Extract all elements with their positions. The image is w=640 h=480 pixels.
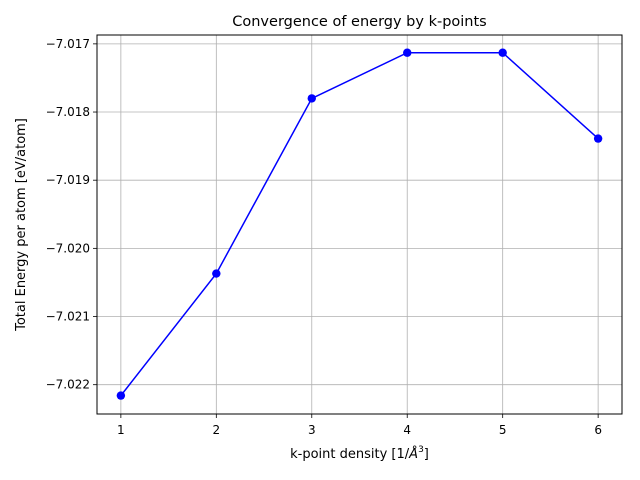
x-tick-label: 4 <box>403 423 411 437</box>
chart-title: Convergence of energy by k-points <box>232 14 487 30</box>
data-point <box>307 94 316 103</box>
x-axis-label-suffix: ] <box>424 447 429 462</box>
x-tick-label: 6 <box>594 423 602 437</box>
series-line <box>120 51 599 397</box>
series-layer <box>116 48 603 400</box>
data-point <box>116 391 126 400</box>
data-point <box>498 48 507 57</box>
y-tick-label: −7.018 <box>46 105 90 119</box>
ticks-layer: 1 2 3 4 5 6 −7.022 −7.021 −7.020 −7.019 −7.018 −7.0… <box>46 37 602 437</box>
grid-layer <box>97 35 622 414</box>
x-tick-label: 1 <box>117 423 125 437</box>
y-tick-label: −7.020 <box>46 241 90 255</box>
y-tick-label: −7.022 <box>46 378 90 392</box>
data-point <box>593 134 603 143</box>
y-axis-label: Total Energy per atom [eV/atom] <box>14 118 29 332</box>
y-tick-label: −7.017 <box>46 37 90 51</box>
plot-frame <box>96 34 623 415</box>
x-axis-label-exponent: 3 <box>418 445 424 455</box>
x-tick-label: 5 <box>499 423 507 437</box>
y-tick-label: −7.019 <box>46 173 90 187</box>
x-axis-label-symbol: Å <box>408 446 418 462</box>
data-point <box>212 269 221 278</box>
x-axis-label-text: k-point density [1/ <box>290 447 410 462</box>
y-tick-label: −7.021 <box>46 310 90 324</box>
x-tick-label: 2 <box>212 423 220 437</box>
data-point <box>403 48 412 57</box>
x-axis-label: k-point density [1/Å3] <box>290 445 429 462</box>
x-tick-label: 3 <box>308 423 316 437</box>
